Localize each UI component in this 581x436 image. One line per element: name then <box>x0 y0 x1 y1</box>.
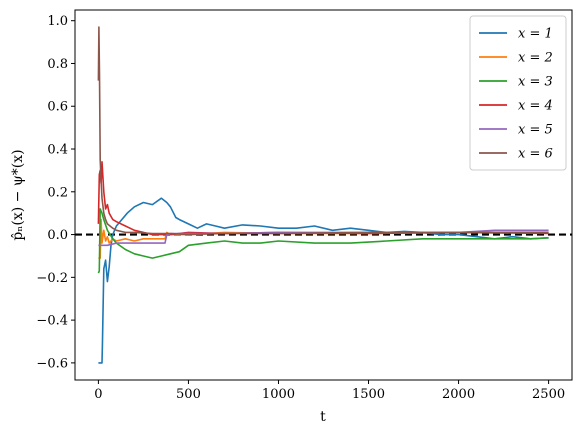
legend: x = 1 x = 2 x = 3 x = 4 x = 5 x = 6 <box>469 15 567 171</box>
y-tick-label: −0.2 <box>36 271 68 286</box>
legend-label-4: x = 4 <box>518 99 553 114</box>
series-line-1 <box>98 197 549 364</box>
x-tick-label: 1000 <box>262 387 295 402</box>
x-tick-label: 2000 <box>442 387 475 402</box>
legend-label-2: x = 2 <box>518 51 553 66</box>
x-tick-label: 1500 <box>352 387 385 402</box>
x-tick-label: 0 <box>94 387 102 402</box>
series-layer <box>97 26 549 364</box>
y-tick-label: 0.0 <box>47 228 68 243</box>
plot-frame <box>74 9 573 381</box>
y-tick-label: 0.6 <box>47 100 68 115</box>
legend-box <box>469 15 567 171</box>
legend-label-3: x = 3 <box>518 75 553 90</box>
ticks-layer: 0 500 1000 1500 2000 2500 −0.6 −0.4 −0.2 0.0 0.2 0.… <box>36 14 565 402</box>
series-line-6 <box>97 26 549 236</box>
series-line-3 <box>97 208 549 274</box>
legend-label-5: x = 5 <box>518 123 553 138</box>
y-tick-label: −0.4 <box>36 314 68 329</box>
y-axis-label: p̂ₙ(x) − ψ*(x) <box>10 149 26 240</box>
series-line-4 <box>97 161 549 236</box>
x-tick-label: 500 <box>176 387 201 402</box>
y-tick-label: 0.8 <box>47 57 68 72</box>
legend-label-6: x = 6 <box>518 147 553 162</box>
y-tick-label: 0.4 <box>47 143 68 158</box>
x-tick-label: 2500 <box>532 387 565 402</box>
y-tick-label: 1.0 <box>47 14 68 29</box>
y-tick-label: −0.6 <box>36 356 68 371</box>
legend-label-1: x = 1 <box>518 27 553 42</box>
x-axis-label: t <box>320 409 326 425</box>
y-tick-label: 0.2 <box>47 185 68 200</box>
